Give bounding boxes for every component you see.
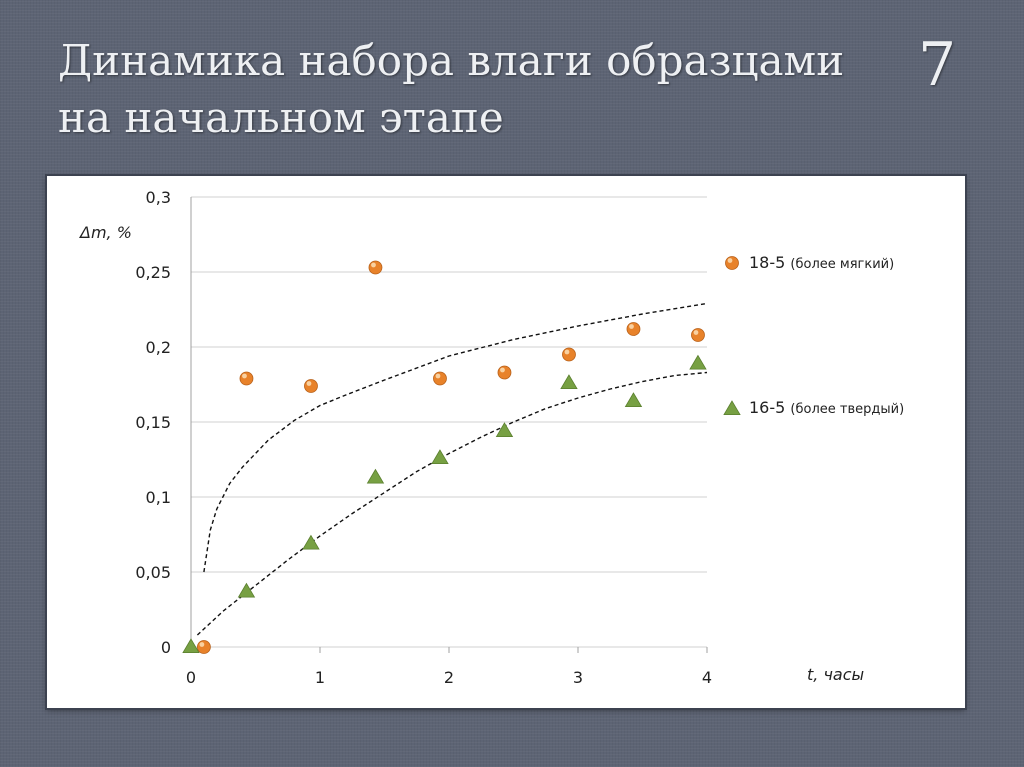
scatter-chart: 0 0,05 0,1 0,15 0,2 0,25 0,3 0 1 2 3 4 Δm, % t, час…: [78, 188, 904, 687]
legend-series-note: (более мягкий): [790, 257, 894, 272]
y-tick-label: 0: [161, 638, 171, 657]
data-markers: [182, 260, 707, 654]
slide-title-line-2: на начальном этапе: [58, 93, 504, 142]
grid-lines: [190, 196, 708, 653]
y-axis-title: Δm, %: [78, 223, 132, 242]
chart-panel: 0 0,05 0,1 0,15 0,2 0,25 0,3 0 1 2 3 4 Δm, % t, час…: [47, 176, 965, 708]
x-tick-label: 4: [702, 668, 712, 687]
data-point-18-5-5: [497, 365, 512, 380]
data-point-16-5-6: [560, 374, 578, 390]
data-point-18-5-6: [562, 347, 576, 362]
y-tick-label: 0,1: [146, 488, 171, 507]
legend-marker-16-5: [723, 400, 741, 416]
data-point-16-5-1: [237, 582, 256, 598]
legend-series-name: 18-5: [749, 253, 790, 272]
legend-label-18-5: 18-5 (более мягкий): [749, 253, 894, 272]
legend-marker-18-5: [725, 256, 739, 270]
data-point-16-5-4: [431, 449, 449, 465]
data-point-16-5-2: [302, 534, 320, 550]
x-tick-label: 1: [315, 668, 325, 687]
x-tick-label: 0: [186, 668, 196, 687]
data-point-18-5-2: [304, 379, 318, 393]
x-axis-title: t, часы: [807, 665, 864, 684]
y-tick-label: 0,05: [135, 563, 171, 582]
legend-label-16-5: 16-5 (более твердый): [749, 398, 904, 417]
data-point-18-5-7: [626, 322, 641, 336]
data-point-16-5-5: [495, 422, 514, 438]
data-point-16-5-0: [182, 638, 200, 654]
x-tick-label: 3: [573, 668, 583, 687]
tick-labels: 0 0,05 0,1 0,15 0,2 0,25 0,3 0 1 2 3 4: [135, 188, 712, 687]
data-point-16-5-3: [366, 468, 385, 484]
y-tick-label: 0,15: [135, 413, 171, 432]
data-point-18-5-0: [196, 640, 211, 654]
y-tick-label: 0,3: [146, 188, 171, 207]
slide-title-line-1: Динамика набора влаги образцами: [58, 36, 845, 85]
trendlines: [196, 302, 708, 636]
trendline-16-5: [196, 371, 708, 636]
data-point-16-5-8: [689, 354, 707, 370]
y-tick-label: 0,25: [135, 263, 171, 282]
data-point-18-5-1: [239, 371, 254, 386]
data-point-18-5-4: [433, 371, 447, 386]
legend-series-name: 16-5: [749, 398, 790, 417]
data-point-16-5-7: [624, 392, 643, 408]
data-point-18-5-8: [691, 328, 705, 342]
legend-series-note: (более твердый): [790, 402, 904, 417]
slide-title: Динамика набора влаги образцами на начал…: [58, 32, 878, 146]
legend: 18-5 (более мягкий) 16-5 (более твердый): [723, 253, 904, 417]
x-tick-label: 2: [444, 668, 454, 687]
trendline-18-5: [203, 302, 708, 573]
y-tick-label: 0,2: [146, 338, 171, 357]
slide-number: 7: [918, 30, 957, 100]
data-point-18-5-3: [368, 260, 383, 275]
